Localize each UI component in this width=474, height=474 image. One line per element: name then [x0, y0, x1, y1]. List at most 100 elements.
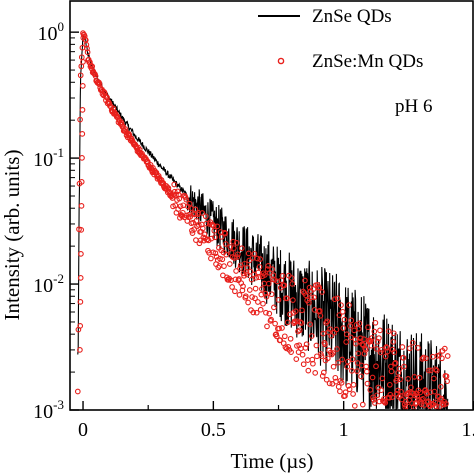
series-point-zn-se-mn	[396, 366, 403, 372]
series-point-zn-se-mn	[233, 240, 240, 246]
series-point-zn-se-mn	[302, 277, 308, 284]
series-point-zn-se-mn	[433, 403, 440, 410]
series-point-zn-se-mn	[175, 191, 182, 198]
series-point-zn-se-mn	[78, 179, 85, 185]
series-point-zn-se-mn	[346, 386, 353, 393]
series-point-zn-se-mn	[284, 295, 290, 302]
legend-label-zn-se: ZnSe QDs	[312, 6, 392, 27]
series-point-zn-se-mn	[323, 376, 330, 383]
series-point-zn-se-mn	[299, 307, 305, 314]
series-point-zn-se-mn	[253, 274, 260, 281]
series-point-zn-se-mn	[340, 325, 347, 331]
series-point-zn-se-mn	[444, 353, 451, 359]
series-point-zn-se-mn	[208, 255, 214, 262]
series-point-zn-se-mn	[439, 355, 445, 362]
series-point-zn-se-mn	[300, 361, 307, 368]
series-point-zn-se-mn	[302, 345, 309, 351]
series-point-zn-se-mn	[303, 292, 309, 299]
series-point-zn-se-mn	[84, 45, 90, 52]
series-point-zn-se-mn	[206, 249, 212, 256]
series-point-zn-se-mn	[236, 292, 243, 298]
series-point-zn-se-mn	[320, 330, 327, 337]
series-point-zn-se-mn	[345, 383, 352, 389]
series-point-zn-se-mn	[265, 280, 272, 287]
series-point-zn-se-mn	[212, 234, 218, 241]
series-point-zn-se-mn	[389, 394, 395, 401]
series-point-zn-se-mn	[279, 273, 286, 279]
series-point-zn-se-mn	[169, 195, 176, 201]
series-point-zn-se-mn	[240, 270, 247, 277]
series-point-zn-se-mn	[354, 360, 361, 366]
series-point-zn-se-mn	[416, 374, 423, 381]
series-point-zn-se-mn	[256, 264, 263, 270]
series-point-zn-se-mn	[285, 344, 292, 350]
series-point-zn-se-mn	[273, 333, 280, 340]
series-point-zn-se-mn	[281, 333, 288, 340]
series-point-zn-se-mn	[384, 348, 391, 355]
series-point-zn-se-mn	[444, 378, 450, 385]
x-tick-label: 0	[78, 419, 88, 441]
series-point-zn-se-mn	[77, 299, 84, 305]
ph-annotation: pH 6	[395, 96, 432, 117]
series-point-zn-se-mn	[298, 320, 305, 326]
series-point-zn-se-mn	[324, 355, 331, 362]
legend-marker-swatch	[277, 57, 285, 65]
y-axis-title: Intensity (arb. units)	[0, 150, 24, 321]
series-point-zn-se-mn	[80, 35, 87, 41]
series-point-zn-se-mn	[268, 316, 274, 323]
series-point-zn-se-mn	[411, 374, 418, 380]
series-point-zn-se-mn	[232, 288, 238, 295]
series-point-zn-se-mn	[256, 274, 262, 281]
series-point-zn-se-mn	[343, 339, 350, 345]
series-point-zn-se-mn	[322, 341, 328, 348]
series-point-zn-se-mn	[390, 330, 397, 337]
series-point-zn-se-mn	[371, 328, 378, 335]
series-point-zn-se-mn	[171, 188, 178, 195]
series-point-zn-se-mn	[341, 316, 348, 323]
series-point-zn-se-mn	[312, 370, 319, 376]
series-point-zn-se-mn	[77, 275, 84, 281]
series-point-zn-se-mn	[354, 368, 360, 374]
series-point-zn-se-mn	[405, 376, 411, 382]
series-point-zn-se-mn	[347, 323, 354, 329]
series-point-zn-se-mn	[379, 375, 386, 382]
series-point-zn-se-mn	[364, 380, 371, 387]
series-point-zn-se-mn	[419, 355, 426, 362]
series-point-zn-se-mn	[431, 388, 438, 395]
series-point-zn-se-mn	[319, 289, 325, 295]
series-point-zn-se-mn	[372, 319, 379, 326]
series-point-zn-se-mn	[401, 363, 407, 370]
series-point-zn-se-mn	[245, 299, 251, 306]
series-point-zn-se-mn	[370, 397, 377, 403]
series-point-zn-se-mn	[241, 260, 248, 267]
series-point-zn-se-mn	[409, 339, 416, 346]
series-point-zn-se-mn	[311, 294, 317, 301]
series-point-zn-se-mn	[355, 325, 362, 332]
series-point-zn-se-mn	[275, 297, 282, 303]
series-point-zn-se-mn	[155, 173, 162, 179]
series-point-zn-se-mn	[222, 230, 229, 237]
series-point-zn-se-mn	[84, 49, 91, 56]
series-point-zn-se-mn	[234, 254, 241, 260]
series-point-zn-se-mn	[230, 238, 237, 245]
series-point-zn-se-mn	[443, 400, 449, 407]
series-point-zn-se-mn	[320, 369, 327, 376]
series-point-zn-se-mn	[214, 223, 221, 230]
series-point-zn-se-mn	[398, 388, 405, 395]
labels-layer: 0 0.5 1 1.5 100 10-1 10-2 10-3	[33, 19, 474, 441]
series-point-zn-se-mn	[222, 241, 229, 247]
series-point-zn-se-mn	[89, 63, 96, 70]
series-point-zn-se-mn	[191, 226, 198, 233]
series-point-zn-se-mn	[306, 299, 312, 306]
series-point-zn-se-mn	[192, 206, 199, 213]
series-point-zn-se-mn	[78, 227, 85, 233]
series-point-zn-se-mn	[419, 396, 425, 403]
legend: ZnSe QDs ZnSe:Mn QDs	[258, 6, 423, 72]
series-point-zn-se-mn	[80, 59, 86, 65]
y-tick-label: 10-2	[33, 271, 64, 297]
series-point-zn-se-mn	[339, 356, 346, 363]
series-point-zn-se-mn	[74, 388, 81, 395]
series-point-zn-se-mn	[77, 72, 84, 79]
series-point-zn-se-mn	[310, 360, 316, 367]
